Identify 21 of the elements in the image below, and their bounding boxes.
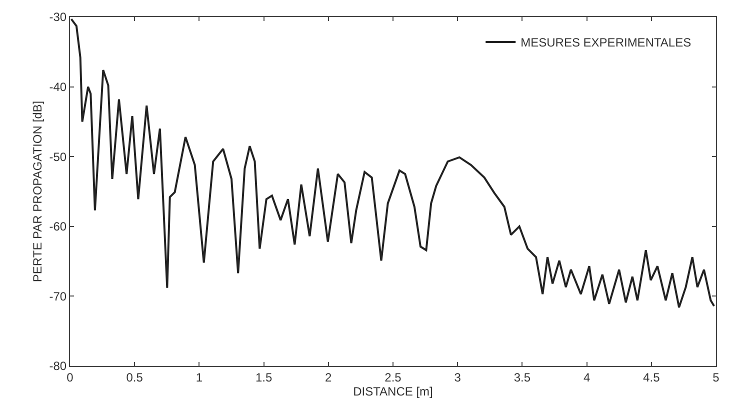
line-series bbox=[70, 18, 716, 308]
x-tick-label: 1 bbox=[196, 370, 203, 384]
y-axis-title: PERTE PAR PROPAGATION [dB] bbox=[30, 100, 45, 282]
x-axis-title: DISTANCE [m] bbox=[353, 384, 433, 398]
x-tick-label: 0 bbox=[66, 370, 74, 384]
x-tick-label: 3.5 bbox=[514, 370, 531, 384]
x-tick-label: 4.5 bbox=[643, 370, 660, 384]
y-tick-label: -50 bbox=[49, 150, 67, 164]
legend-label: MESURES EXPERIMENTALES bbox=[520, 36, 692, 50]
x-tick-label: 0.5 bbox=[126, 370, 144, 384]
x-tick-label: 4 bbox=[583, 370, 590, 384]
y-tick-label: -60 bbox=[49, 220, 67, 234]
y-tick-label: -80 bbox=[49, 359, 67, 374]
y-tick-label: -40 bbox=[49, 80, 67, 94]
y-tick-label: -30 bbox=[49, 10, 67, 24]
x-tick-label: 2.5 bbox=[384, 370, 402, 384]
x-tick-label: 2 bbox=[325, 370, 332, 384]
x-tick-label: 3 bbox=[454, 370, 462, 384]
y-tick-label: -70 bbox=[49, 289, 67, 304]
x-tick-label: 5 bbox=[712, 370, 720, 384]
x-tick-label: 1.5 bbox=[255, 370, 272, 384]
